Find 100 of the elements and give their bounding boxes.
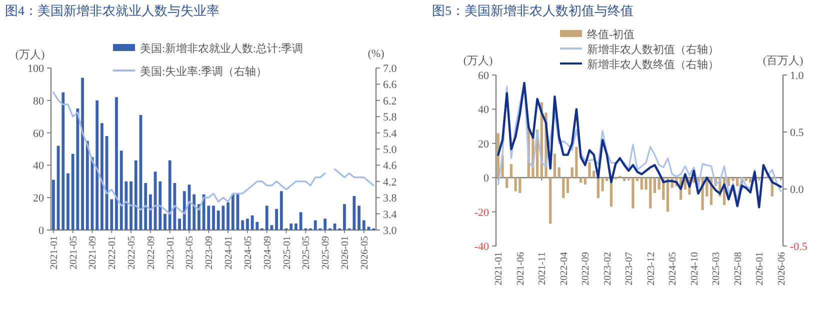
x-tick-label: 2021-05 (68, 236, 80, 270)
bar (506, 178, 508, 188)
x-tick-label: 2023-07 (624, 252, 636, 286)
bar (144, 183, 148, 230)
bar (280, 191, 283, 230)
bar (66, 173, 70, 230)
bar (275, 208, 278, 230)
bar (566, 178, 570, 193)
bar (518, 178, 522, 193)
x-tick-label: 2024-01 (224, 236, 235, 270)
bar (115, 97, 118, 230)
bar (178, 218, 181, 230)
bar (241, 220, 244, 230)
y2-tick-label: -0.5 (790, 241, 808, 253)
bar (510, 164, 513, 178)
x-tick-label: 2024-05 (668, 252, 679, 286)
bar (134, 160, 138, 230)
x-tick-label: 2021-09 (88, 236, 99, 270)
x-tick-label: 2026-01 (754, 252, 766, 286)
y-tick-label: 60 (33, 128, 44, 140)
legend-label: 终值-初值 (587, 28, 635, 41)
chart-title: 图4：美国新增非农就业人数与失业率 (5, 3, 220, 18)
legend-label: 新增非农人数终值（右轴） (587, 58, 719, 71)
bar (562, 178, 565, 198)
chart-title: 图5：美国新增非农人数初值与终值 (432, 3, 634, 18)
y-tick-label: 20 (478, 138, 490, 150)
bar (158, 181, 162, 230)
x-tick-label: 2024-10 (689, 252, 700, 286)
legend-label: 美国:新增非农就业人数:总计:季调 (140, 42, 304, 55)
x-tick-label: 2023-09 (204, 236, 216, 270)
x-tick-label: 2026-05 (359, 236, 370, 270)
y-tick-label: 80 (33, 95, 44, 108)
bar (549, 178, 552, 224)
y-tick-label: 40 (33, 160, 44, 172)
bar (588, 162, 591, 178)
y-axis-title: (万人) (463, 55, 493, 67)
bar (96, 100, 99, 230)
y2-tick-label: 5.0 (383, 144, 398, 156)
y-tick-label: 60 (478, 70, 490, 82)
x-tick-label: 2023-12 (646, 252, 657, 286)
x-tick-label: 2021-01 (494, 252, 505, 286)
y-tick-label: 40 (478, 104, 490, 116)
x-tick-label: 2026-01 (340, 236, 351, 270)
y2-tick-label: 3.0 (383, 225, 398, 237)
bar (575, 146, 578, 178)
bar (246, 218, 249, 230)
bar (632, 178, 634, 208)
bar (231, 194, 234, 230)
y-tick-label: 0 (484, 172, 490, 185)
y2-tick-label: 0.5 (790, 127, 804, 139)
x-tick-label: 2021-11 (537, 252, 548, 285)
bar (86, 140, 89, 230)
bar (653, 178, 656, 193)
y2-tick-label: 5.4 (383, 128, 398, 140)
x-tick-label: 2025-01 (282, 236, 293, 270)
bar (314, 220, 317, 230)
x-tick-label: 2025-05 (301, 236, 312, 270)
bar (226, 202, 230, 230)
y2-tick-label: 3.8 (383, 192, 398, 205)
bar (294, 224, 298, 230)
bar (343, 204, 346, 230)
x-tick-label: 2022-01 (107, 236, 118, 270)
bar (148, 194, 152, 230)
x-tick-label: 2022-04 (558, 252, 570, 286)
bar (324, 218, 327, 230)
x-tick-label: 2023-05 (184, 236, 196, 270)
y2-tick-label: 6.2 (383, 95, 397, 108)
bar (358, 206, 360, 230)
legend-label: 美国:失业率:季调（右轴） (140, 65, 268, 78)
bar (553, 154, 556, 178)
y-tick-label: -20 (474, 206, 490, 219)
y2-axis-title: (%) (368, 48, 385, 60)
x-tick-label: 2025-08 (732, 252, 744, 286)
y2-tick-label: 6.6 (383, 79, 398, 92)
bar (130, 181, 132, 230)
bar (212, 206, 215, 230)
bar (290, 224, 293, 230)
y2-tick-label: 1.0 (790, 70, 804, 82)
y2-tick-label: 4.6 (383, 160, 398, 172)
x-tick-label: 2023-02 (602, 252, 614, 286)
y-tick-label: -40 (474, 241, 490, 253)
y2-tick-label: 0.0 (790, 184, 804, 196)
x-tick-label: 2021-01 (48, 236, 60, 270)
x-tick-label: 2022-05 (126, 236, 138, 270)
bar (100, 123, 104, 230)
bar (579, 178, 582, 183)
bar (584, 178, 586, 184)
x-tick-label: 2025-09 (320, 236, 332, 270)
bar (164, 214, 166, 230)
y-tick-label: 20 (33, 192, 44, 205)
bar (622, 178, 626, 182)
x-tick-label: 2024-09 (262, 236, 274, 270)
x-tick-label: 2024-05 (242, 236, 254, 270)
bar (62, 92, 65, 230)
x-tick-label: 2026-06 (776, 252, 788, 286)
y2-axis-title: (百万人) (762, 55, 804, 67)
bar (514, 178, 517, 192)
y2-tick-label: 4.2 (383, 176, 397, 188)
y2-tick-label: 5.8 (383, 112, 398, 124)
bar (52, 180, 55, 230)
